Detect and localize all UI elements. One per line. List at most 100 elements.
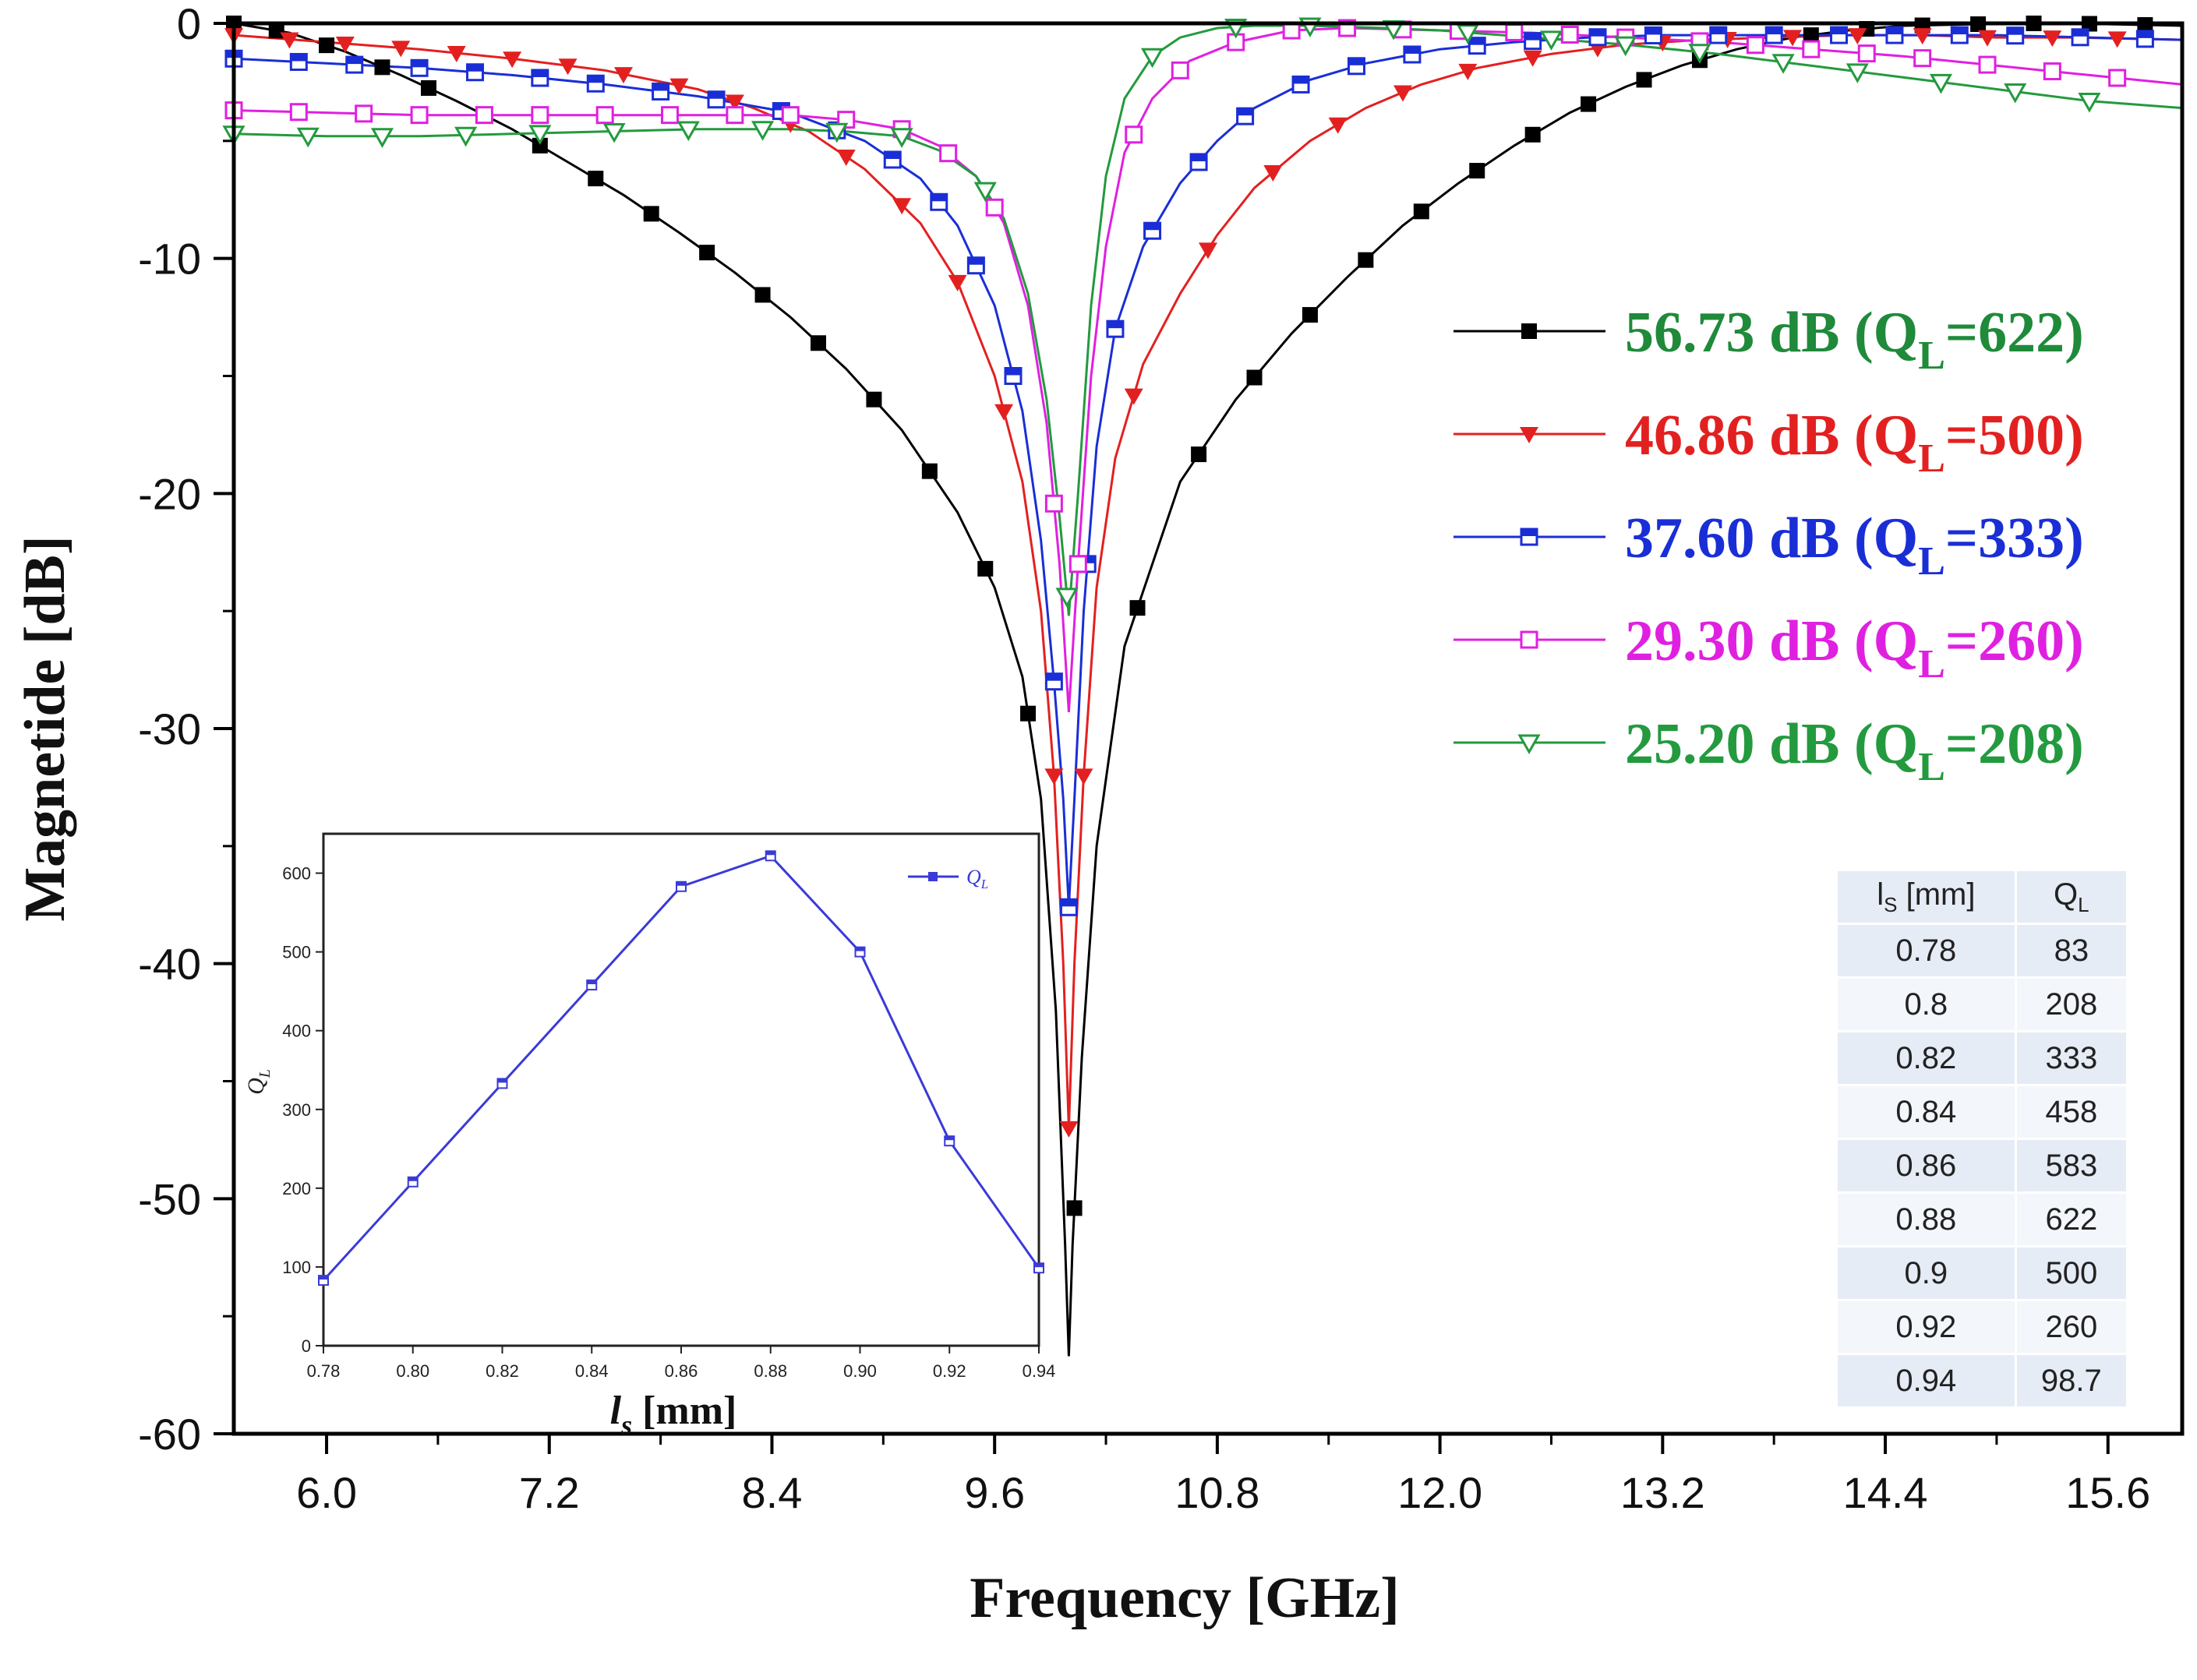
series-4-marker-10 [973, 182, 997, 203]
inset-y-axis-title: QL [243, 1069, 274, 1095]
series-4-marker-17-shape [1539, 30, 1563, 51]
series-0-marker-11 [811, 335, 826, 351]
series-1-marker-32 [2043, 30, 2062, 48]
series-2-marker-16-fill [1061, 899, 1077, 907]
series-4-marker-9 [890, 128, 913, 148]
series-4-marker-12-shape [1140, 48, 1164, 69]
series-3-marker-23-shape [1505, 23, 1524, 41]
series-2-marker-15 [1044, 672, 1063, 691]
series-0-marker-18 [1191, 446, 1207, 463]
series-0-marker-26 [1636, 72, 1652, 88]
table-row: 0.8 208 [1838, 977, 2126, 1032]
series-2-marker-32-fill [1886, 27, 1902, 35]
inset-point-fill-8 [1034, 1263, 1044, 1268]
series-0-marker-15 [1020, 705, 1037, 722]
table-header-row: lS [mm] QL [1838, 871, 2126, 924]
series-0-marker-10-shape [754, 287, 771, 303]
series-4-marker-21 [1846, 63, 1869, 83]
series-1-marker-14-shape [994, 404, 1014, 421]
table-cell-ls: 0.82 [1838, 1031, 2017, 1085]
series-1-marker-8 [669, 78, 689, 95]
series-2-marker-24 [1403, 45, 1422, 64]
table-cell-ls: 0.94 [1838, 1354, 2017, 1408]
series-3-marker-2-shape [355, 104, 373, 123]
series-3-marker-3-shape [410, 106, 429, 125]
series-2-marker-9-fill [773, 103, 789, 111]
series-0-marker-21 [1358, 252, 1374, 268]
series-4-marker-22 [1929, 73, 1953, 94]
series-4-marker-1-shape [296, 127, 320, 148]
series-3-marker-9-shape [781, 106, 800, 125]
series-2-marker-6 [586, 74, 605, 93]
series-3-marker-1-shape [289, 103, 308, 122]
series-2-marker-26 [1524, 32, 1542, 51]
legend-marker-1-shape [1520, 427, 1538, 443]
series-3-marker-13-shape [985, 198, 1004, 217]
x-tick-label-5: 12.0 [1397, 1468, 1482, 1517]
series-2-marker-5-fill [532, 69, 548, 77]
table-cell-ql: 500 [2015, 1246, 2126, 1301]
inset-x-tick-label-7: 0.92 [933, 1361, 966, 1381]
series-3-marker-32 [2043, 62, 2061, 81]
series-4-marker-3 [454, 126, 478, 147]
series-0-marker-17 [1129, 600, 1146, 616]
table-cell-ls: 0.88 [1838, 1192, 2017, 1247]
series-4-marker-4-shape [528, 125, 552, 145]
series-1-marker-15 [1044, 768, 1064, 785]
series-0-marker-29 [1803, 27, 1819, 44]
legend-label-2: 37.60 dB (QL=333) [1625, 506, 2084, 584]
series-4-marker-24 [2078, 93, 2101, 113]
series-3-marker-13 [985, 198, 1004, 217]
series-3-marker-29 [1857, 44, 1876, 63]
series-1-marker-7-shape [614, 67, 633, 84]
series-3-marker-16-shape [1125, 125, 1143, 144]
series-3-marker-33 [2108, 69, 2127, 87]
series-1-marker-33-shape [2107, 31, 2127, 48]
inset-point-fill-1 [408, 1177, 418, 1181]
table-cell-ql: 583 [2015, 1138, 2126, 1193]
table-cell-ls: 0.8 [1838, 977, 2017, 1032]
series-1-marker-13-shape [948, 274, 967, 291]
series-4-marker-9-shape [890, 128, 913, 148]
series-1-marker-23 [1458, 63, 1478, 80]
series-1-marker-30-shape [1913, 28, 1932, 45]
legend-marker-4-shape [1517, 734, 1541, 755]
series-2-marker-28-fill [1645, 27, 1662, 35]
inset-point-fill-2 [497, 1078, 507, 1083]
series-1-marker-5-shape [503, 51, 522, 69]
inset-point-6 [854, 946, 866, 958]
series-4-marker-5-shape [602, 122, 626, 143]
series-3-marker-28-shape [1802, 40, 1821, 58]
series-4-marker-6 [676, 121, 700, 142]
series-1-marker-21 [1328, 117, 1348, 134]
series-0-marker-22-shape [1413, 203, 1429, 220]
legend-entry-0: 56.73 dB (QL=622) [1453, 301, 2084, 378]
series-4-marker-18 [1614, 36, 1637, 57]
series-0-marker-10 [754, 287, 771, 303]
series-4-marker-22-shape [1929, 73, 1953, 94]
x-tick-label-8: 15.6 [2065, 1468, 2150, 1517]
series-4-marker-21-shape [1846, 63, 1869, 83]
series-2-marker-34 [2006, 26, 2025, 45]
series-0-marker-14-shape [977, 560, 994, 577]
series-2-marker-21-fill [1237, 108, 1253, 116]
series-4-marker-2-shape [370, 128, 394, 148]
series-4-marker-23-shape [2004, 83, 2027, 104]
series-1-marker-33 [2107, 31, 2127, 48]
series-4-marker-19 [1688, 44, 1711, 64]
series-1-marker-14 [994, 404, 1014, 421]
x-tick-label-3: 9.6 [964, 1468, 1025, 1517]
inset-point-fill-5 [765, 851, 775, 856]
series-2-marker-11 [883, 150, 902, 169]
series-1-marker-18 [1124, 388, 1143, 405]
series-4-marker-20 [1771, 54, 1795, 74]
series-2-marker-4 [466, 63, 485, 82]
series-0-marker-15-shape [1020, 705, 1037, 722]
series-4-marker-17 [1539, 30, 1563, 51]
series-2-marker-12 [930, 192, 948, 211]
series-3-marker-2 [355, 104, 373, 123]
series-4-marker-10-shape [973, 182, 997, 203]
series-3-marker-16 [1125, 125, 1143, 144]
series-1-marker-1 [280, 32, 299, 49]
series-0-marker-29-shape [1803, 27, 1819, 44]
